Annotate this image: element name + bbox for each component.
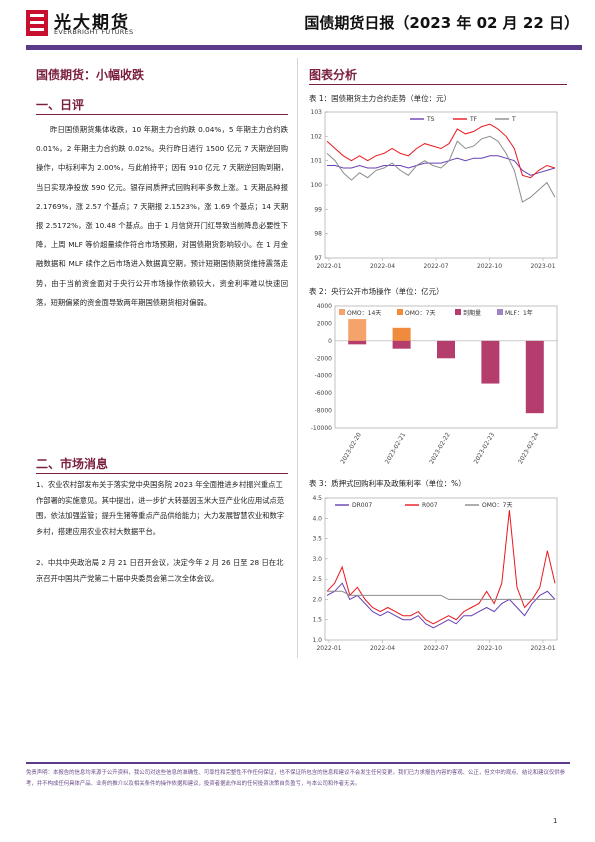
headline: 国债期货：小幅收跌 bbox=[36, 68, 145, 82]
y-tick-label: 101 bbox=[311, 158, 323, 165]
series-line-1 bbox=[326, 510, 556, 625]
legend-label-3: MLF：1年 bbox=[505, 309, 533, 317]
x-tick-label: 2022-10 bbox=[477, 263, 502, 270]
y-tick-label: 4.5 bbox=[312, 495, 322, 502]
x-tick-label: 2022-01 bbox=[316, 263, 341, 270]
x-tick-label: 2023-02-20 bbox=[339, 431, 363, 465]
series-line-2 bbox=[326, 135, 556, 203]
y-tick-label: -6000 bbox=[315, 390, 333, 397]
y-tick-label: 0 bbox=[328, 338, 332, 345]
plot-frame bbox=[324, 497, 558, 641]
y-tick-label: 2000 bbox=[317, 320, 332, 327]
x-tick-label: 2023-02-24 bbox=[517, 431, 541, 465]
y-tick-label: 2.5 bbox=[312, 576, 322, 583]
footer-rule bbox=[26, 762, 570, 764]
section-1-rule bbox=[36, 114, 288, 115]
x-tick-label: 2022-01 bbox=[316, 645, 341, 652]
chart-1-futures-prices: 97 98 99 100 101 102 103 2022-01 2022-04 2022-07 2… bbox=[311, 109, 558, 270]
y-tick-label: 3.5 bbox=[312, 536, 322, 543]
y-tick-label: 4.0 bbox=[312, 515, 322, 522]
legend-swatch-2 bbox=[455, 309, 461, 315]
bar-0 bbox=[348, 319, 367, 341]
legend-label-0: TS bbox=[426, 116, 435, 123]
series-line-0 bbox=[327, 155, 556, 176]
charts-rule bbox=[309, 84, 567, 85]
y-tick-label: 1.0 bbox=[312, 637, 322, 644]
company-logo-icon bbox=[26, 10, 48, 36]
chart-3-repo-rates: 1.0 1.5 2.0 2.5 3.0 3.5 4.0 4.5 2022-01 2022-04 20… bbox=[312, 495, 558, 652]
bar-2 bbox=[437, 340, 455, 359]
bar-1 bbox=[392, 327, 411, 341]
header-bar bbox=[26, 45, 582, 50]
column-divider bbox=[297, 58, 298, 658]
chart-2-open-market: -10000 -8000 -6000 -4000 -2000 0 2000 4000 2023-… bbox=[311, 303, 558, 465]
y-tick-label: 4000 bbox=[317, 303, 332, 310]
y-tick-label: 99 bbox=[314, 206, 322, 213]
bar-2 bbox=[392, 340, 411, 349]
section-2-rule bbox=[36, 473, 288, 474]
bar-2 bbox=[525, 340, 544, 414]
y-tick-label: 2.0 bbox=[312, 596, 322, 603]
plot-frame bbox=[324, 111, 558, 259]
company-name-en: EVERBRIGHT FUTURES bbox=[54, 28, 134, 36]
y-tick-label: 1.5 bbox=[312, 617, 322, 624]
y-tick-label: -4000 bbox=[315, 373, 333, 380]
series-line-2 bbox=[327, 590, 555, 600]
legend-label-0: DR007 bbox=[352, 502, 372, 509]
y-tick-label: 98 bbox=[314, 231, 322, 238]
legend-label-1: OMO：7天 bbox=[405, 310, 435, 317]
y-tick-label: -2000 bbox=[315, 355, 333, 362]
chart-3-caption: 表 3：质押式回购利率及政策利率（单位：%） bbox=[309, 479, 466, 488]
chart-2-caption: 表 2：央行公开市场操作（单位：亿元） bbox=[309, 287, 444, 296]
report-title: 国债期货日报（2023 年 02 月 22 日） bbox=[304, 14, 579, 32]
news-item-2: 2、中共中央政治局 2 月 21 日召开会议，决定今年 2 月 26 日至 28… bbox=[36, 558, 284, 583]
legend-swatch-1 bbox=[397, 309, 403, 315]
y-tick-label: 103 bbox=[311, 109, 323, 116]
x-tick-label: 2023-02-22 bbox=[428, 431, 452, 465]
x-tick-label: 2023-02-21 bbox=[384, 431, 408, 465]
legend-label-2: 到期量 bbox=[463, 309, 481, 317]
daily-review-body: 昨日国债期货集体收跌，10 年期主力合约跌 0.04%，5 年期主力合约跌 0.… bbox=[36, 125, 289, 307]
chart-1-caption: 表 1：国债期货主力合约走势（单位：元） bbox=[309, 94, 452, 103]
charts-title: 图表分析 bbox=[309, 68, 358, 82]
legend-swatch-0 bbox=[339, 309, 345, 315]
x-tick-label: 2023-01 bbox=[530, 263, 555, 270]
legend-swatch-3 bbox=[497, 309, 503, 315]
plot-frame bbox=[334, 305, 558, 429]
news-item-1: 1、农业农村部发布关于落实党中央国务院 2023 年全面推进乡村振兴重点工作部署… bbox=[36, 480, 285, 536]
y-tick-label: -10000 bbox=[311, 425, 332, 432]
legend-label-2: OMO：7天 bbox=[482, 502, 512, 509]
legend-label-1: R007 bbox=[422, 502, 438, 509]
y-tick-label: 97 bbox=[314, 255, 322, 262]
x-tick-label: 2022-10 bbox=[477, 645, 502, 652]
bar-2 bbox=[348, 340, 367, 345]
section-1-title: 一、日评 bbox=[36, 98, 85, 112]
x-tick-label: 2022-07 bbox=[423, 263, 448, 270]
company-name-cn: 光大期货 bbox=[54, 13, 130, 33]
y-tick-label: 100 bbox=[311, 182, 323, 189]
legend-label-2: T bbox=[511, 116, 516, 123]
series-line-1 bbox=[326, 123, 556, 179]
series-line-0 bbox=[326, 582, 556, 629]
page-number: 1 bbox=[553, 817, 558, 825]
y-tick-label: 102 bbox=[311, 133, 323, 140]
bar-2 bbox=[481, 340, 500, 384]
disclaimer: 免责声明：本报告的信息均来源于公开资料，我公司对这些信息的准确性、可靠性和完整性… bbox=[26, 770, 566, 787]
legend-label-1: TF bbox=[469, 116, 478, 123]
y-tick-label: 3.0 bbox=[312, 556, 322, 563]
legend-label-0: OMO：14天 bbox=[347, 310, 381, 317]
x-tick-label: 2022-04 bbox=[370, 645, 395, 652]
section-2-title: 二、市场消息 bbox=[36, 457, 109, 471]
x-tick-label: 2023-01 bbox=[530, 645, 555, 652]
x-tick-label: 2023-02-23 bbox=[473, 431, 497, 465]
x-tick-label: 2022-07 bbox=[423, 645, 448, 652]
y-tick-label: -8000 bbox=[315, 408, 333, 415]
x-tick-label: 2022-04 bbox=[370, 263, 395, 270]
